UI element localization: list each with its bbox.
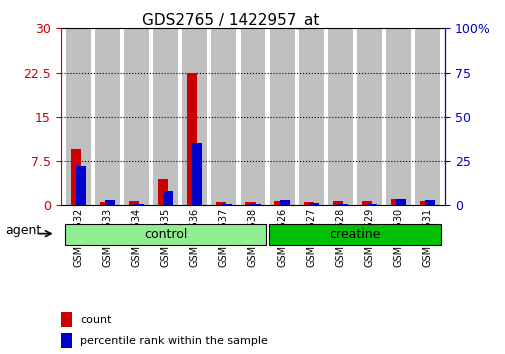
Bar bbox=[240, 28, 265, 205]
Bar bbox=[419, 201, 429, 205]
Bar bbox=[390, 199, 400, 205]
Text: control: control bbox=[143, 228, 187, 241]
Bar bbox=[192, 143, 202, 205]
FancyBboxPatch shape bbox=[65, 224, 266, 245]
Bar bbox=[95, 28, 120, 205]
Bar bbox=[308, 202, 318, 205]
Bar bbox=[424, 200, 435, 205]
Bar bbox=[366, 204, 376, 205]
Bar bbox=[327, 28, 352, 205]
Text: GDS2765 / 1422957_at: GDS2765 / 1422957_at bbox=[141, 12, 319, 29]
Bar bbox=[337, 204, 347, 205]
Text: count: count bbox=[80, 315, 111, 325]
Bar bbox=[279, 200, 289, 205]
Bar bbox=[357, 28, 381, 205]
Bar bbox=[163, 191, 173, 205]
FancyBboxPatch shape bbox=[269, 224, 440, 245]
Bar bbox=[211, 28, 236, 205]
Bar bbox=[269, 28, 294, 205]
Bar bbox=[158, 179, 168, 205]
Bar bbox=[61, 312, 72, 327]
Bar bbox=[395, 199, 406, 205]
Bar bbox=[182, 28, 207, 205]
Bar bbox=[129, 201, 139, 205]
Text: agent: agent bbox=[5, 224, 41, 236]
Bar bbox=[216, 202, 226, 205]
Bar bbox=[361, 201, 371, 205]
Bar bbox=[134, 204, 144, 205]
Bar bbox=[274, 201, 284, 205]
Bar bbox=[153, 28, 178, 205]
Bar bbox=[385, 28, 410, 205]
Bar bbox=[124, 28, 148, 205]
Bar bbox=[303, 202, 313, 205]
Text: percentile rank within the sample: percentile rank within the sample bbox=[80, 336, 267, 346]
Bar bbox=[415, 28, 439, 205]
Bar bbox=[298, 28, 323, 205]
Bar bbox=[70, 149, 81, 205]
Bar bbox=[245, 202, 255, 205]
Bar bbox=[99, 202, 110, 205]
Bar bbox=[332, 201, 342, 205]
Text: creatine: creatine bbox=[329, 228, 380, 241]
Bar bbox=[61, 333, 72, 348]
Bar bbox=[221, 204, 231, 205]
Bar bbox=[76, 166, 86, 205]
Bar bbox=[66, 28, 90, 205]
Bar bbox=[105, 200, 115, 205]
Bar bbox=[187, 73, 197, 205]
